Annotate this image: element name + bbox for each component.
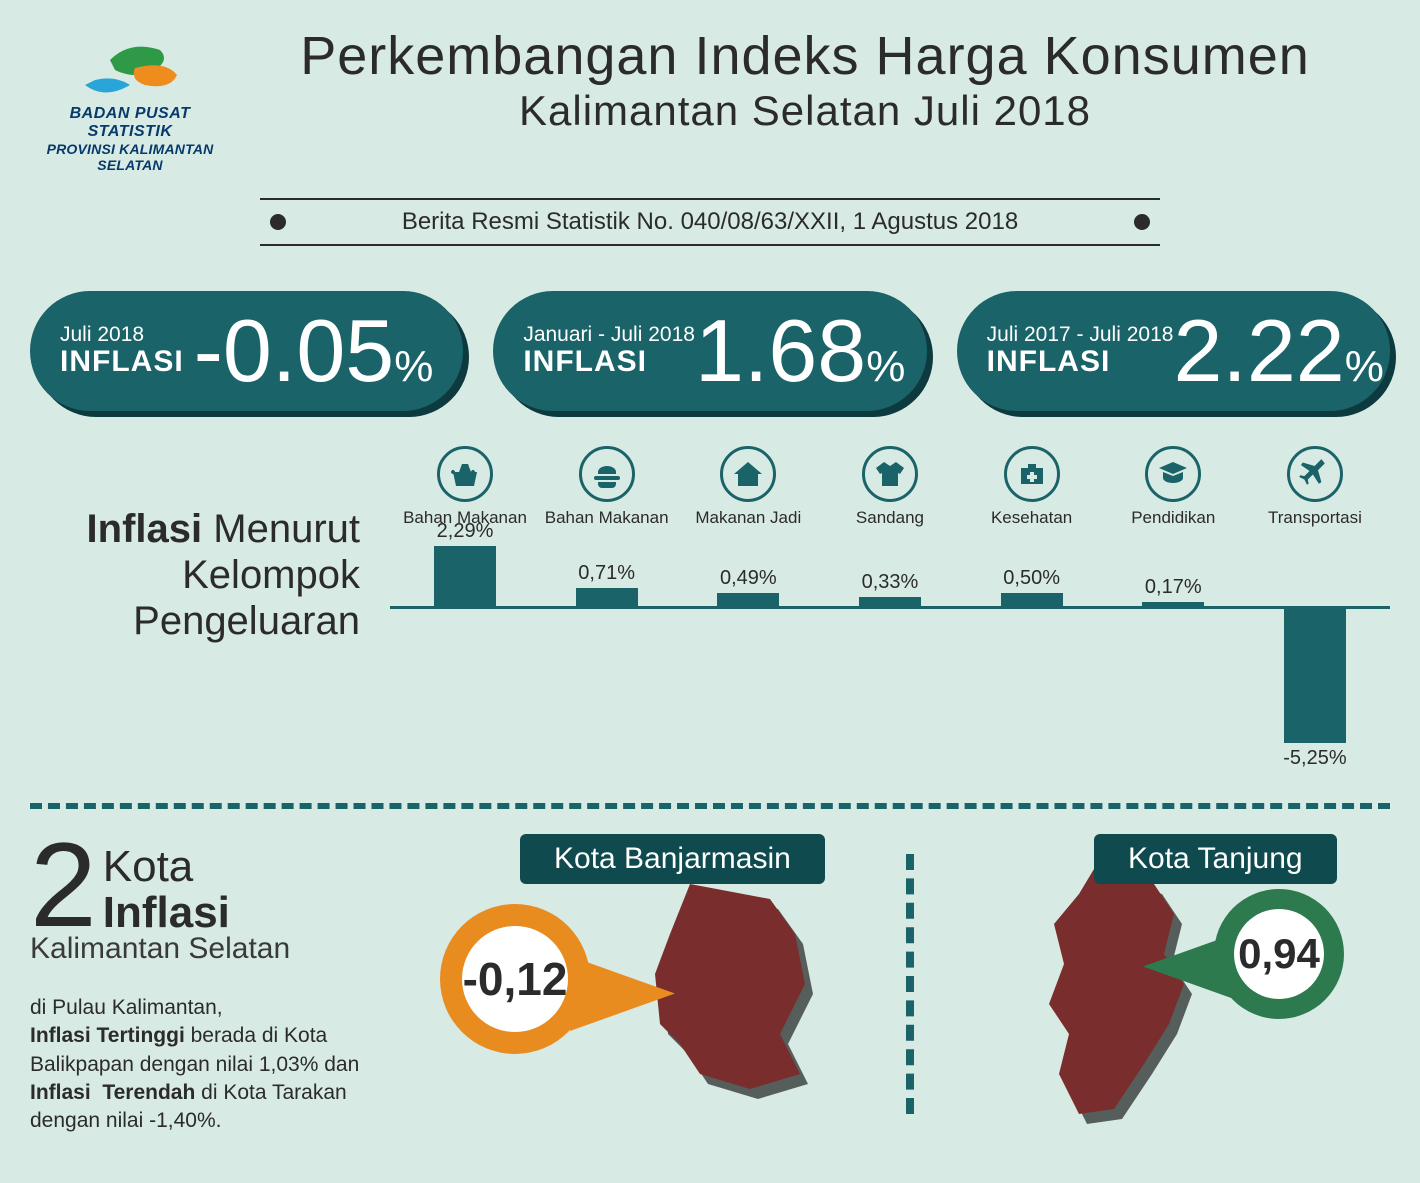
- cities-section: 2 Kota Inflasi Kalimantan Selatan di Pul…: [30, 834, 1390, 1154]
- medkit-icon: [1004, 446, 1060, 502]
- bar-rect: [1284, 606, 1346, 743]
- pill-period: Juli 2017 - Juli 2018: [987, 324, 1174, 346]
- subtitle-text: Berita Resmi Statistik No. 040/08/63/XXI…: [260, 198, 1160, 246]
- pill-label: INFLASI: [60, 346, 184, 378]
- category-label: Kesehatan: [967, 508, 1097, 528]
- bar-rect: [434, 546, 496, 606]
- header: BADAN PUSAT STATISTIK PROVINSI KALIMANTA…: [0, 0, 1420, 173]
- category-label: Sandang: [825, 508, 955, 528]
- category-bar: 0,49%: [683, 536, 813, 783]
- plane-icon: [1287, 446, 1343, 502]
- city-value: -0,12: [462, 926, 568, 1032]
- pill-period: Januari - Juli 2018: [523, 324, 695, 346]
- logo-text-2: PROVINSI KALIMANTAN SELATAN: [30, 141, 230, 173]
- inflasi-word: Inflasi: [103, 890, 230, 936]
- category-item: Makanan Jadi: [683, 446, 813, 528]
- house-icon: [720, 446, 776, 502]
- region-word: Kalimantan Selatan: [30, 932, 410, 966]
- category-bar: -5,25%: [1250, 536, 1380, 783]
- bar-value-label: 0,17%: [1145, 576, 1202, 599]
- categories-section: Inflasi MenurutKelompokPengeluaran Bahan…: [30, 446, 1390, 783]
- bps-logo-block: BADAN PUSAT STATISTIK PROVINSI KALIMANTA…: [30, 30, 230, 173]
- category-bar: 0,17%: [1108, 536, 1238, 783]
- category-item: Bahan Makanan: [400, 446, 530, 528]
- categories-chart: Bahan Makanan Bahan Makanan Makanan Jadi…: [390, 446, 1390, 783]
- page-title-line1: Perkembangan Indeks Harga Konsumen: [230, 25, 1380, 87]
- title-block: Perkembangan Indeks Harga Konsumen Kalim…: [230, 25, 1380, 135]
- city-tanjung: Kota Tanjung 0,94: [914, 834, 1390, 1154]
- pill-value: -0.05%: [184, 307, 434, 395]
- category-item: Pendidikan: [1108, 446, 1238, 528]
- inflation-pills-row: Juli 2018 INFLASI -0.05% Januari - Juli …: [30, 291, 1390, 411]
- category-bar: 0,33%: [825, 536, 955, 783]
- bar-rect: [1142, 602, 1204, 606]
- dot-icon: [270, 214, 286, 230]
- pill-label: INFLASI: [523, 346, 695, 378]
- bar-value-label: 0,71%: [578, 562, 635, 585]
- cities-left-text: 2 Kota Inflasi Kalimantan Selatan di Pul…: [30, 834, 430, 1136]
- inflation-pill: Januari - Juli 2018 INFLASI 1.68%: [493, 291, 926, 411]
- category-label: Makanan Jadi: [683, 508, 813, 528]
- category-bar: 0,71%: [542, 536, 672, 783]
- subtitle-bar: Berita Resmi Statistik No. 040/08/63/XXI…: [260, 198, 1160, 246]
- category-item: Transportasi: [1250, 446, 1380, 528]
- page-title-line2: Kalimantan Selatan Juli 2018: [230, 87, 1380, 135]
- burger-icon: [579, 446, 635, 502]
- basket-icon: [437, 446, 493, 502]
- category-label: Pendidikan: [1108, 508, 1238, 528]
- bps-logo-icon: [75, 30, 185, 100]
- dot-icon: [1134, 214, 1150, 230]
- bar-value-label: 0,33%: [862, 571, 919, 594]
- value-bubble: 0,94: [1214, 889, 1344, 1019]
- gradcap-icon: [1145, 446, 1201, 502]
- bar-value-label: 2,29%: [437, 520, 494, 543]
- vertical-dashed-divider: [906, 854, 914, 1114]
- shirt-icon: [862, 446, 918, 502]
- pill-label: INFLASI: [987, 346, 1174, 378]
- category-label: Bahan Makanan: [542, 508, 672, 528]
- city-name-pill: Kota Tanjung: [1094, 834, 1337, 884]
- bar-rect: [859, 597, 921, 606]
- city-banjarmasin: Kota Banjarmasin -0,12: [430, 834, 906, 1154]
- logo-text-1: BADAN PUSAT STATISTIK: [30, 105, 230, 141]
- pill-period: Juli 2018: [60, 324, 184, 346]
- bar-value-label: -5,25%: [1283, 747, 1346, 770]
- city-value: 0,94: [1234, 909, 1324, 999]
- bar-rect: [576, 588, 638, 606]
- inflation-pill: Juli 2017 - Juli 2018 INFLASI 2.22%: [957, 291, 1390, 411]
- category-item: Bahan Makanan: [542, 446, 672, 528]
- dashed-divider: [30, 803, 1390, 809]
- inflation-pill: Juli 2018 INFLASI -0.05%: [30, 291, 463, 411]
- bar-value-label: 0,49%: [720, 567, 777, 590]
- cities-maps: Kota Banjarmasin -0,12 Kota Tanjung 0,94: [430, 834, 1390, 1154]
- kota-word: Kota: [103, 844, 230, 890]
- bar-rect: [1001, 593, 1063, 606]
- categories-title: Inflasi MenurutKelompokPengeluaran: [30, 506, 390, 644]
- pill-value: 1.68%: [695, 307, 905, 395]
- value-bubble: -0,12: [440, 904, 590, 1054]
- pill-value: 2.22%: [1173, 307, 1383, 395]
- bar-value-label: 0,50%: [1003, 567, 1060, 590]
- category-bar: 0,50%: [967, 536, 1097, 783]
- category-bar: 2,29%: [400, 536, 530, 783]
- cities-description: di Pulau Kalimantan,Inflasi Tertinggi be…: [30, 994, 410, 1136]
- category-label: Transportasi: [1250, 508, 1380, 528]
- category-item: Kesehatan: [967, 446, 1097, 528]
- category-item: Sandang: [825, 446, 955, 528]
- city-name-pill: Kota Banjarmasin: [520, 834, 825, 884]
- bar-rect: [717, 593, 779, 606]
- big-number-2: 2: [30, 837, 97, 933]
